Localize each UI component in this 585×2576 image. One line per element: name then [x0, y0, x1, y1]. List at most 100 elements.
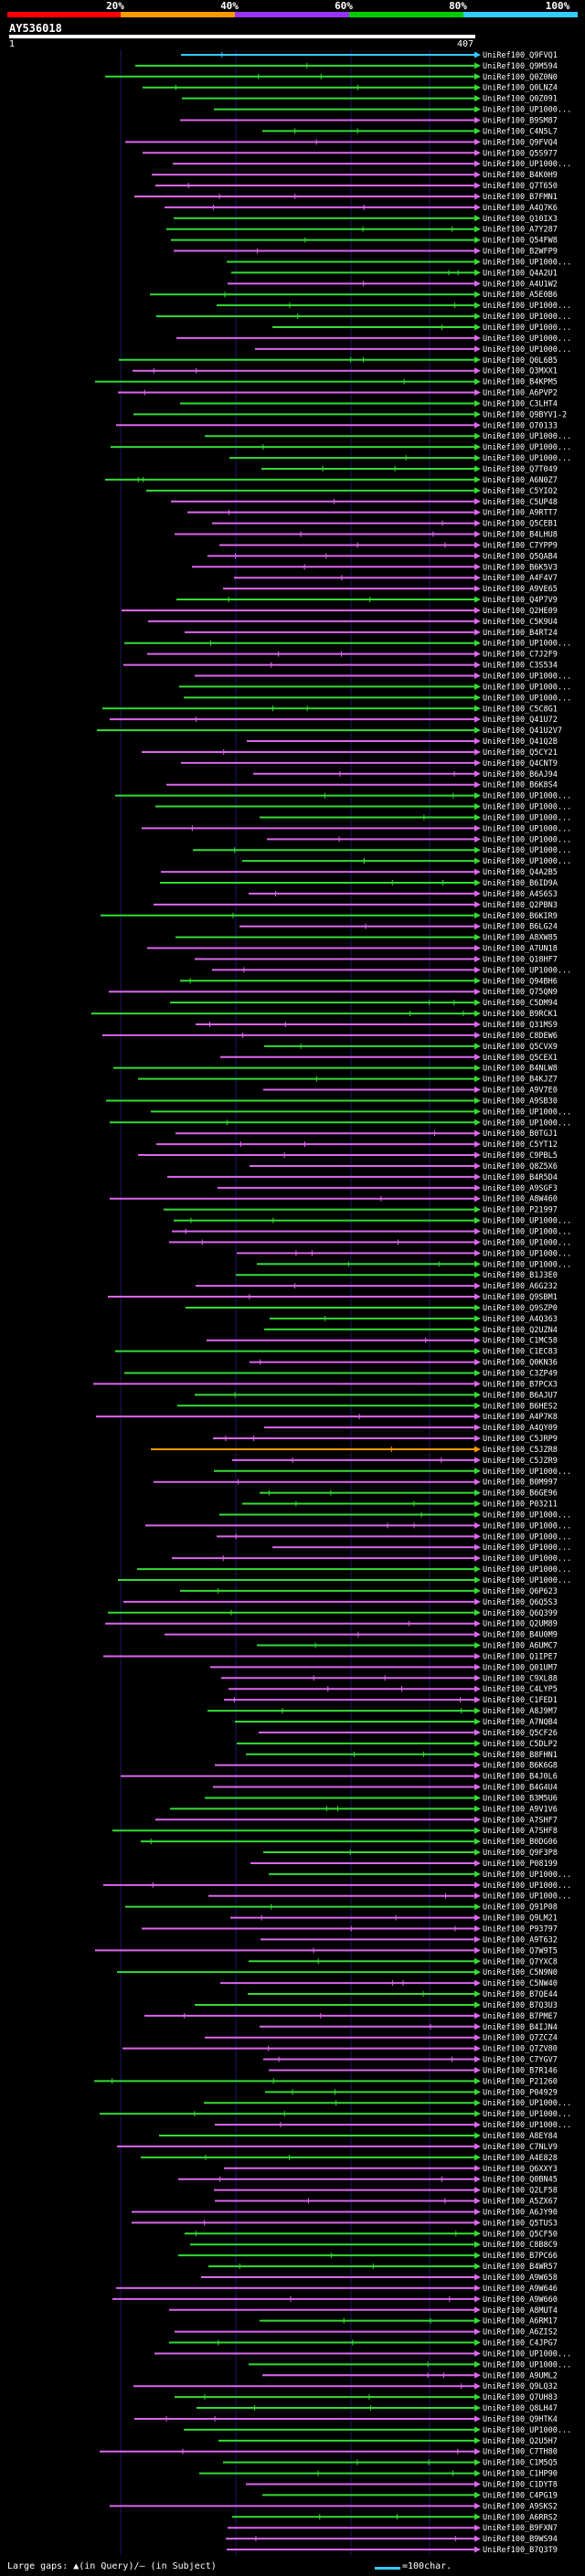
- hit-row[interactable]: UniRef100_A4U1W2: [228, 280, 558, 289]
- hit-row[interactable]: UniRef100_A9RTT7: [187, 509, 558, 518]
- hit-label[interactable]: UniRef100_Q5CF50: [483, 2230, 558, 2239]
- hit-row[interactable]: UniRef100_Q3MXX1: [133, 367, 558, 376]
- hit-row[interactable]: UniRef100_UP1000...: [145, 1521, 571, 1531]
- hit-row[interactable]: UniRef100_B7Q3U3: [195, 2001, 558, 2010]
- hit-label[interactable]: UniRef100_Q5QAB4: [483, 552, 558, 561]
- hit-label[interactable]: UniRef100_Q91P08: [483, 1903, 558, 1913]
- hit-row[interactable]: UniRef100_C5N9N0: [117, 1968, 558, 1977]
- hit-label[interactable]: UniRef100_C5DLP2: [483, 1740, 558, 1749]
- hit-row[interactable]: UniRef100_A6G232: [196, 1282, 558, 1291]
- hit-row[interactable]: UniRef100_Q0L6B5: [119, 356, 558, 366]
- hit-row[interactable]: UniRef100_A6JY90: [132, 2208, 558, 2217]
- hit-row[interactable]: UniRef100_P04929: [265, 2088, 558, 2097]
- hit-row[interactable]: UniRef100_Q7ZV80: [122, 2045, 558, 2054]
- hit-row[interactable]: UniRef100_B7Q3T9: [227, 2546, 558, 2555]
- hit-row[interactable]: UniRef100_B9RCK1: [91, 1010, 558, 1019]
- hit-row[interactable]: UniRef100_Q41Q2B: [247, 737, 558, 747]
- hit-row[interactable]: UniRef100_UP1000...: [260, 813, 571, 822]
- hit-row[interactable]: UniRef100_C4LYP5: [229, 1685, 558, 1694]
- hit-row[interactable]: UniRef100_A7SHF7: [155, 1816, 558, 1825]
- hit-label[interactable]: UniRef100_A8MUT4: [483, 2306, 558, 2316]
- hit-row[interactable]: UniRef100_A4Q7K6: [165, 204, 558, 213]
- hit-label[interactable]: UniRef100_A6UMC7: [483, 1642, 558, 1651]
- hit-row[interactable]: UniRef100_B2WFP9: [174, 248, 558, 257]
- hit-row[interactable]: UniRef100_Q94BH6: [180, 977, 558, 986]
- hit-row[interactable]: UniRef100_UP1000...: [142, 824, 571, 833]
- hit-label[interactable]: UniRef100_B0TGJ1: [483, 1129, 558, 1139]
- hit-label[interactable]: UniRef100_B4J0L6: [483, 1773, 558, 1782]
- hit-label[interactable]: UniRef100_UP1000...: [483, 2349, 571, 2359]
- hit-row[interactable]: UniRef100_UP1000...: [257, 1260, 571, 1269]
- hit-row[interactable]: UniRef100_C4PG19: [262, 2491, 558, 2500]
- hit-row[interactable]: UniRef100_A6UMC7: [257, 1642, 558, 1651]
- hit-row[interactable]: UniRef100_UP1000...: [267, 835, 571, 844]
- hit-label[interactable]: UniRef100_C1M5Q5: [483, 2459, 558, 2468]
- hit-row[interactable]: UniRef100_C5JZR9: [232, 1457, 558, 1466]
- hit-label[interactable]: UniRef100_Q7UH83: [483, 2393, 558, 2402]
- hit-label[interactable]: UniRef100_A4E828: [483, 2154, 558, 2163]
- hit-label[interactable]: UniRef100_UP1000...: [483, 1892, 571, 1902]
- hit-label[interactable]: UniRef100_Q6XXY3: [483, 2165, 558, 2174]
- hit-row[interactable]: UniRef100_UP1000...: [205, 432, 571, 441]
- hit-label[interactable]: UniRef100_UP1000...: [483, 302, 571, 311]
- hit-label[interactable]: UniRef100_Q9LM21: [483, 1914, 558, 1924]
- hit-label[interactable]: UniRef100_Q6Q5S3: [483, 1598, 558, 1607]
- hit-label[interactable]: UniRef100_Q7W9T5: [483, 1946, 558, 1956]
- hit-label[interactable]: UniRef100_C5DM94: [483, 999, 558, 1008]
- hit-label[interactable]: UniRef100_C9PBL5: [483, 1151, 558, 1161]
- hit-label[interactable]: UniRef100_O70133: [483, 421, 558, 430]
- hit-label[interactable]: UniRef100_C5K9U4: [483, 618, 558, 627]
- hit-label[interactable]: UniRef100_UP1000...: [483, 846, 571, 855]
- hit-label[interactable]: UniRef100_A6G232: [483, 1282, 558, 1291]
- hit-row[interactable]: UniRef100_A6RM17: [260, 2317, 558, 2327]
- hit-row[interactable]: UniRef100_C5NW40: [220, 1979, 558, 1988]
- hit-row[interactable]: UniRef100_Q0KN36: [250, 1359, 558, 1368]
- hit-row[interactable]: UniRef100_Q5CVX9: [264, 1043, 558, 1052]
- hit-row[interactable]: UniRef100_UP1000...: [204, 2099, 571, 2108]
- hit-row[interactable]: UniRef100_A4Q363: [270, 1315, 558, 1324]
- hit-label[interactable]: UniRef100_UP1000...: [483, 106, 571, 115]
- hit-row[interactable]: UniRef100_B4R5D4: [167, 1173, 558, 1182]
- hit-row[interactable]: UniRef100_Q7ZCZ4: [205, 2034, 558, 2043]
- hit-row[interactable]: UniRef100_Q6XXY3: [224, 2165, 558, 2174]
- hit-label[interactable]: UniRef100_P21997: [483, 1206, 558, 1215]
- hit-label[interactable]: UniRef100_A6RRS2: [483, 2513, 558, 2522]
- hit-row[interactable]: UniRef100_Q6P623: [180, 1587, 558, 1596]
- hit-label[interactable]: UniRef100_Q0BN45: [483, 2176, 558, 2185]
- hit-label[interactable]: UniRef100_C4LYP5: [483, 1685, 558, 1694]
- hit-row[interactable]: UniRef100_B6KIR9: [101, 912, 558, 921]
- hit-row[interactable]: UniRef100_B9FXN7: [228, 2524, 558, 2533]
- hit-label[interactable]: UniRef100_Q7T049: [483, 465, 558, 474]
- hit-row[interactable]: UniRef100_B0DG06: [141, 1838, 558, 1847]
- hit-label[interactable]: UniRef100_C8B8C9: [483, 2241, 558, 2250]
- hit-label[interactable]: UniRef100_Q5CY21: [483, 748, 558, 758]
- hit-row[interactable]: UniRef100_Q9FVQ1: [181, 51, 558, 60]
- hit-row[interactable]: UniRef100_Q5TUS3: [132, 2219, 558, 2228]
- hit-row[interactable]: UniRef100_Q41U2V7: [97, 726, 562, 736]
- hit-label[interactable]: UniRef100_B3M5U6: [483, 1794, 558, 1803]
- hit-label[interactable]: UniRef100_UP1000...: [483, 313, 571, 322]
- hit-label[interactable]: UniRef100_UP1000...: [483, 1238, 571, 1247]
- hit-label[interactable]: UniRef100_B9WS94: [483, 2535, 558, 2544]
- hit-label[interactable]: UniRef100_A9W646: [483, 2284, 558, 2294]
- hit-row[interactable]: UniRef100_Q4A2U1: [231, 269, 558, 278]
- hit-label[interactable]: UniRef100_UP1000...: [483, 1249, 571, 1258]
- hit-label[interactable]: UniRef100_Q75QN9: [483, 988, 558, 997]
- hit-row[interactable]: UniRef100_B6HES2: [177, 1402, 558, 1411]
- hit-label[interactable]: UniRef100_A9VE65: [483, 585, 558, 594]
- hit-row[interactable]: UniRef100_C4JPG7: [169, 2339, 558, 2348]
- hit-row[interactable]: UniRef100_C3LHT4: [180, 399, 558, 408]
- hit-label[interactable]: UniRef100_Q9SBM1: [483, 1293, 558, 1302]
- hit-row[interactable]: UniRef100_B4K0H9: [152, 171, 558, 180]
- hit-label[interactable]: UniRef100_B9RCK1: [483, 1010, 558, 1019]
- hit-row[interactable]: UniRef100_C3S534: [123, 662, 558, 671]
- hit-row[interactable]: UniRef100_UP1000...: [173, 160, 571, 169]
- hit-label[interactable]: UniRef100_UP1000...: [483, 2360, 571, 2369]
- hit-row[interactable]: UniRef100_C3ZP49: [124, 1369, 558, 1378]
- hit-row[interactable]: UniRef100_A8XW85: [176, 934, 558, 943]
- hit-label[interactable]: UniRef100_A6PVP2: [483, 389, 558, 398]
- hit-label[interactable]: UniRef100_Q4P7V9: [483, 596, 558, 605]
- hit-label[interactable]: UniRef100_UP1000...: [483, 835, 571, 844]
- hit-label[interactable]: UniRef100_Q9F3P8: [483, 1849, 558, 1858]
- hit-row[interactable]: UniRef100_A6RRS2: [232, 2513, 558, 2522]
